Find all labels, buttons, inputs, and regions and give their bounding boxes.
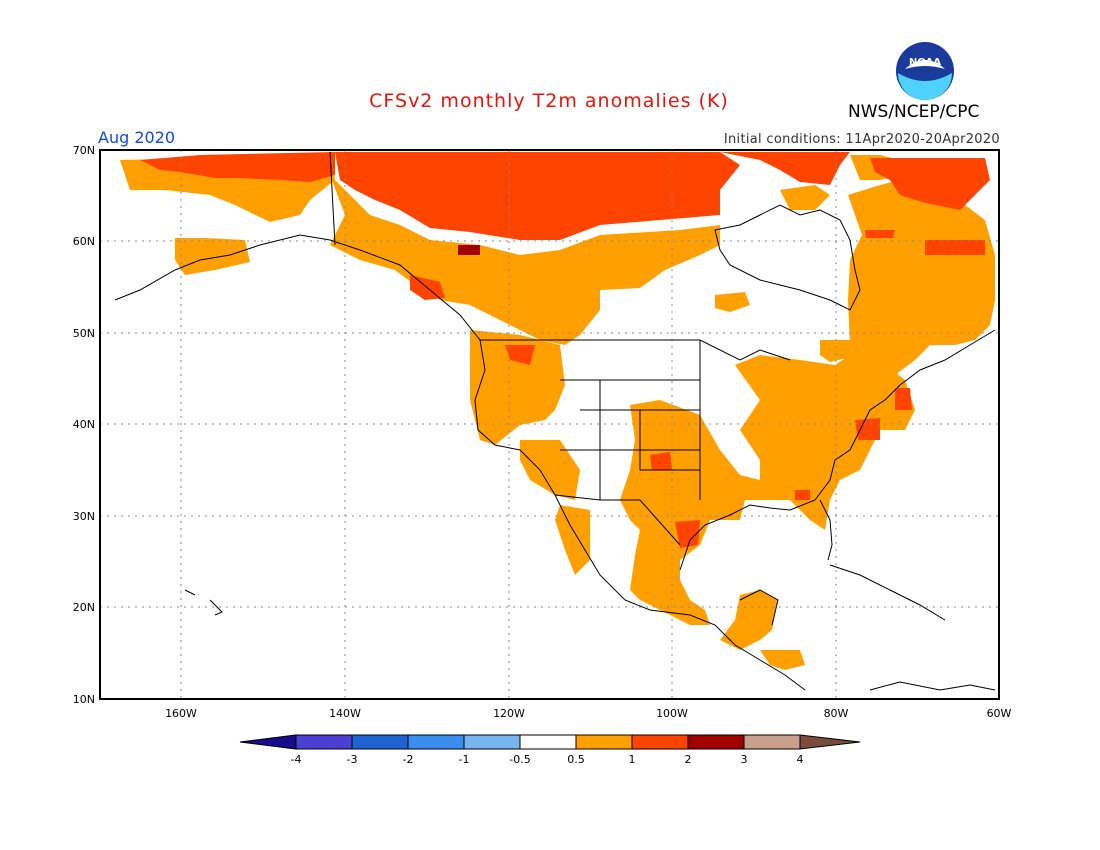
- lon-label-100w: 100W: [656, 707, 688, 720]
- anomaly-field: [120, 152, 995, 670]
- colorbar-tick-label: -0.5: [509, 753, 530, 766]
- map-frame: [99, 149, 1000, 700]
- colorbar-tick-label: -1: [459, 753, 470, 766]
- colorbar: [239, 734, 861, 750]
- colorbar-segment: [631, 734, 689, 750]
- coastlines: [114, 151, 996, 691]
- graticule: [100, 150, 999, 699]
- colorbar-segment: [575, 734, 633, 750]
- colorbar-tick-label: -3: [347, 753, 358, 766]
- colorbar-tick-label: -4: [291, 753, 302, 766]
- lon-label-140w: 140W: [329, 707, 361, 720]
- map-title: CFSv2 monthly T2m anomalies (K): [369, 90, 729, 112]
- colorbar-tick-label: -2: [403, 753, 414, 766]
- lon-label-80w: 80W: [824, 707, 849, 720]
- forecast-month: Aug 2020: [98, 128, 176, 147]
- lat-label-30n: 30N: [73, 510, 95, 523]
- lat-label-10n: 10N: [73, 693, 95, 706]
- colorbar-segment: [519, 734, 577, 750]
- noaa-logo-icon: NOAA: [896, 42, 954, 100]
- colorbar-segment: [799, 734, 861, 750]
- colorbar-segment: [295, 734, 353, 750]
- colorbar-segment: [743, 734, 801, 750]
- lat-label-50n: 50N: [73, 327, 95, 340]
- noaa-logo-text: NOAA: [909, 57, 941, 68]
- colorbar-tick-label: 4: [797, 753, 804, 766]
- lon-label-160w: 160W: [165, 707, 197, 720]
- colorbar-tick-label: 3: [741, 753, 748, 766]
- colorbar-segment: [351, 734, 409, 750]
- colorbar-segment: [239, 734, 297, 750]
- initial-conditions: Initial conditions: 11Apr2020-20Apr2020: [723, 132, 1000, 147]
- colorbar-tick-label: 1: [629, 753, 636, 766]
- lon-label-60w: 60W: [987, 707, 1012, 720]
- lat-label-40n: 40N: [73, 418, 95, 431]
- colorbar-segment: [407, 734, 465, 750]
- colorbar-segment: [463, 734, 521, 750]
- latitude-labels: 70N 60N 50N 40N 30N 20N 10N: [73, 144, 95, 706]
- longitude-labels: 160W 140W 120W 100W 80W 60W: [165, 707, 1011, 720]
- colorbar-tick-label: 2: [685, 753, 692, 766]
- colorbar-segment: [687, 734, 745, 750]
- lat-label-60n: 60N: [73, 235, 95, 248]
- lat-label-20n: 20N: [73, 601, 95, 614]
- colorbar-tick-label: 0.5: [567, 753, 585, 766]
- organization-label: NWS/NCEP/CPC: [848, 102, 980, 122]
- lat-label-70n: 70N: [73, 144, 95, 157]
- lon-label-120w: 120W: [493, 707, 525, 720]
- colorbar-labels: -4 -3 -2 -1 -0.5 0.5 1 2 3 4: [291, 753, 804, 766]
